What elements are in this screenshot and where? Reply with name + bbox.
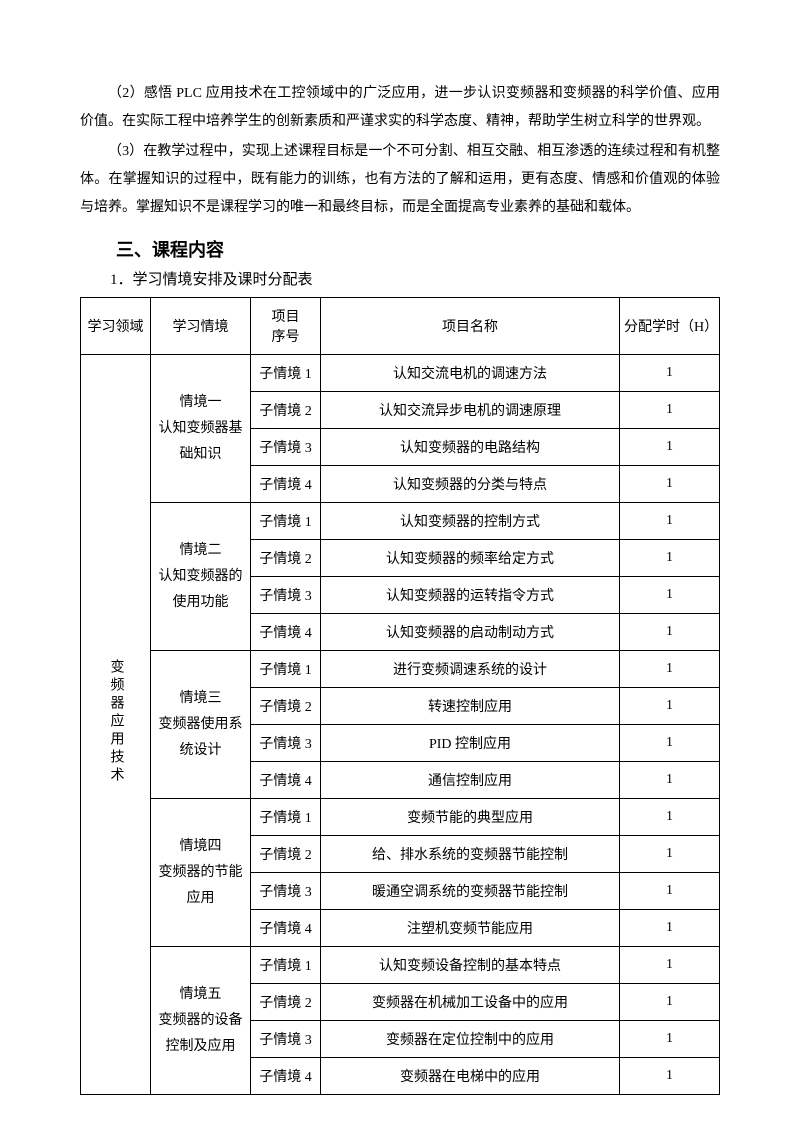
cell-seq: 子情境 3 (251, 873, 321, 910)
table-row: 变频器应用技术情境一认知变频器基础知识子情境 1认知交流电机的调速方法1 (81, 355, 720, 392)
cell-seq: 子情境 2 (251, 984, 321, 1021)
cell-context: 情境二认知变频器的使用功能 (151, 503, 251, 651)
header-name: 项目名称 (321, 298, 620, 355)
cell-name: 认知变频设备控制的基本特点 (321, 947, 620, 984)
cell-name: 认知变频器的电路结构 (321, 429, 620, 466)
cell-name: 转速控制应用 (321, 688, 620, 725)
cell-name: 认知变频器的分类与特点 (321, 466, 620, 503)
cell-context: 情境一认知变频器基础知识 (151, 355, 251, 503)
cell-seq: 子情境 4 (251, 762, 321, 799)
header-seq: 项目 序号 (251, 298, 321, 355)
header-hours: 分配学时（H） (620, 298, 720, 355)
table-header-row: 学习领域 学习情境 项目 序号 项目名称 分配学时（H） (81, 298, 720, 355)
header-context: 学习情境 (151, 298, 251, 355)
cell-context: 情境四变频器的节能应用 (151, 799, 251, 947)
cell-name: 变频器在机械加工设备中的应用 (321, 984, 620, 1021)
cell-name: 认知变频器的运转指令方式 (321, 577, 620, 614)
cell-hours: 1 (620, 503, 720, 540)
cell-seq: 子情境 3 (251, 429, 321, 466)
cell-name: 进行变频调速系统的设计 (321, 651, 620, 688)
cell-name: 给、排水系统的变频器节能控制 (321, 836, 620, 873)
table-row: 情境五变频器的设备控制及应用子情境 1认知变频设备控制的基本特点1 (81, 947, 720, 984)
cell-hours: 1 (620, 355, 720, 392)
cell-seq: 子情境 4 (251, 466, 321, 503)
cell-seq: 子情境 3 (251, 577, 321, 614)
table-row: 情境三变频器使用系统设计子情境 1进行变频调速系统的设计1 (81, 651, 720, 688)
cell-hours: 1 (620, 910, 720, 947)
cell-seq: 子情境 1 (251, 947, 321, 984)
cell-seq: 子情境 2 (251, 392, 321, 429)
cell-hours: 1 (620, 392, 720, 429)
table-row: 情境四变频器的节能应用子情境 1变频节能的典型应用1 (81, 799, 720, 836)
cell-hours: 1 (620, 836, 720, 873)
cell-hours: 1 (620, 799, 720, 836)
cell-hours: 1 (620, 651, 720, 688)
cell-hours: 1 (620, 429, 720, 466)
course-schedule-table: 学习领域 学习情境 项目 序号 项目名称 分配学时（H） 变频器应用技术情境一认… (80, 297, 720, 1095)
cell-seq: 子情境 2 (251, 836, 321, 873)
cell-seq: 子情境 3 (251, 725, 321, 762)
cell-seq: 子情境 4 (251, 910, 321, 947)
cell-seq: 子情境 4 (251, 1058, 321, 1095)
cell-name: 注塑机变频节能应用 (321, 910, 620, 947)
cell-context: 情境三变频器使用系统设计 (151, 651, 251, 799)
cell-name: 变频节能的典型应用 (321, 799, 620, 836)
cell-name: PID 控制应用 (321, 725, 620, 762)
cell-hours: 1 (620, 540, 720, 577)
cell-domain: 变频器应用技术 (81, 355, 151, 1095)
cell-seq: 子情境 1 (251, 799, 321, 836)
cell-seq: 子情境 1 (251, 355, 321, 392)
cell-name: 认知交流异步电机的调速原理 (321, 392, 620, 429)
cell-name: 通信控制应用 (321, 762, 620, 799)
cell-hours: 1 (620, 873, 720, 910)
cell-seq: 子情境 3 (251, 1021, 321, 1058)
cell-hours: 1 (620, 725, 720, 762)
cell-name: 认知变频器的控制方式 (321, 503, 620, 540)
cell-hours: 1 (620, 614, 720, 651)
cell-hours: 1 (620, 762, 720, 799)
cell-hours: 1 (620, 688, 720, 725)
cell-hours: 1 (620, 1021, 720, 1058)
paragraph-2: （2）感悟 PLC 应用技术在工控领域中的广泛应用，进一步认识变频器和变频器的科… (80, 80, 720, 136)
section-subheading: 1．学习情境安排及课时分配表 (80, 268, 720, 289)
document-page: （2）感悟 PLC 应用技术在工控领域中的广泛应用，进一步认识变频器和变频器的科… (0, 0, 800, 1132)
cell-seq: 子情境 1 (251, 651, 321, 688)
cell-hours: 1 (620, 1058, 720, 1095)
header-domain: 学习领域 (81, 298, 151, 355)
cell-name: 变频器在定位控制中的应用 (321, 1021, 620, 1058)
paragraph-3: （3）在教学过程中，实现上述课程目标是一个不可分割、相互交融、相互渗透的连续过程… (80, 138, 720, 222)
cell-hours: 1 (620, 947, 720, 984)
cell-seq: 子情境 2 (251, 688, 321, 725)
cell-name: 认知变频器的频率给定方式 (321, 540, 620, 577)
cell-seq: 子情境 2 (251, 540, 321, 577)
cell-name: 暖通空调系统的变频器节能控制 (321, 873, 620, 910)
cell-hours: 1 (620, 577, 720, 614)
cell-name: 认知交流电机的调速方法 (321, 355, 620, 392)
table-row: 情境二认知变频器的使用功能子情境 1认知变频器的控制方式1 (81, 503, 720, 540)
cell-hours: 1 (620, 984, 720, 1021)
cell-name: 变频器在电梯中的应用 (321, 1058, 620, 1095)
cell-seq: 子情境 1 (251, 503, 321, 540)
cell-seq: 子情境 4 (251, 614, 321, 651)
cell-hours: 1 (620, 466, 720, 503)
section-heading: 三、课程内容 (80, 236, 720, 262)
cell-name: 认知变频器的启动制动方式 (321, 614, 620, 651)
cell-context: 情境五变频器的设备控制及应用 (151, 947, 251, 1095)
